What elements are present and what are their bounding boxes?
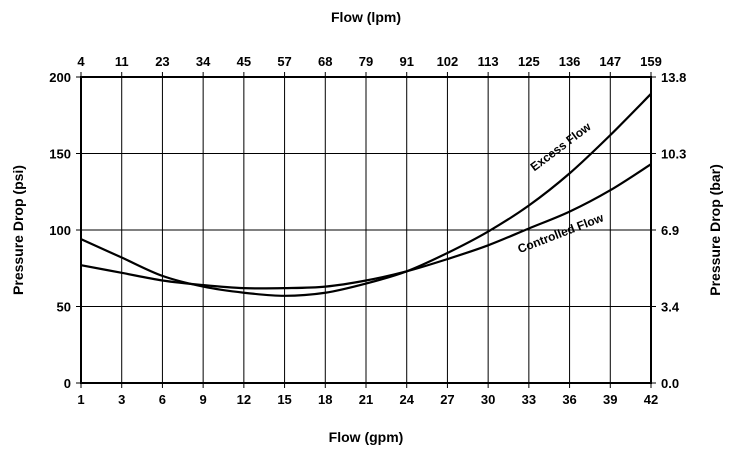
right-y-tick-label: 13.8 [661, 70, 686, 85]
y-tick-label: 100 [49, 223, 71, 238]
x-tick-label: 15 [277, 392, 291, 407]
x-tick-label: 3 [118, 392, 125, 407]
x-tick-label: 1 [77, 392, 84, 407]
x-tick-label: 9 [200, 392, 207, 407]
controlled-flow-curve [80, 163, 652, 290]
excess-flow-curve [80, 93, 652, 297]
x-tick-label: 33 [522, 392, 536, 407]
right-y-tick-label: 3.4 [661, 300, 680, 315]
right-y-tick-label: 6.9 [661, 223, 679, 238]
right-y-tick-label: 10.3 [661, 147, 686, 162]
x-tick-label: 42 [644, 392, 658, 407]
x-tick-label: 18 [318, 392, 332, 407]
top-x-tick-label: 68 [318, 54, 332, 69]
top-x-tick-label: 34 [196, 54, 211, 69]
top-x-tick-label: 113 [478, 54, 499, 69]
top-x-tick-label: 91 [399, 54, 413, 69]
top-x-tick-label: 136 [559, 54, 581, 69]
plot-area-frame [80, 76, 652, 384]
left-y-axis-title: Pressure Drop (psi) [10, 165, 26, 295]
top-x-tick-label: 23 [155, 54, 169, 69]
x-tick-label: 36 [562, 392, 576, 407]
x-tick-label: 21 [359, 392, 373, 407]
series-layer [80, 93, 652, 297]
x-tick-label: 30 [481, 392, 495, 407]
top-x-tick-label: 147 [599, 54, 621, 69]
y-tick-label: 50 [57, 300, 71, 315]
top-x-tick-label: 57 [277, 54, 291, 69]
right-y-axis-title: Pressure Drop (bar) [707, 164, 723, 295]
tick-labels: 1 4 3 11 6 23 9 34 12 45 15 57 18 68 21 79 24 91 27 102 30 11… [49, 54, 686, 407]
x-tick-label: 12 [237, 392, 251, 407]
bottom-x-axis-title: Flow (gpm) [329, 429, 404, 445]
x-tick-label: 24 [399, 392, 414, 407]
top-x-tick-label: 125 [518, 54, 540, 69]
y-tick-label: 150 [49, 147, 71, 162]
top-x-tick-label: 79 [359, 54, 373, 69]
x-tick-label: 27 [440, 392, 454, 407]
right-y-tick-label: 0.0 [661, 376, 679, 391]
y-tick-label: 0 [64, 376, 71, 391]
top-x-tick-label: 45 [237, 54, 251, 69]
top-x-tick-label: 4 [77, 54, 85, 69]
top-x-tick-label: 159 [640, 54, 662, 69]
top-x-tick-label: 11 [115, 54, 129, 69]
top-x-axis-title: Flow (lpm) [331, 9, 401, 25]
excess-flow-curve-label: Excess Flow [528, 119, 594, 174]
top-x-tick-label: 102 [437, 54, 459, 69]
y-tick-label: 200 [49, 70, 71, 85]
x-tick-label: 39 [603, 392, 617, 407]
x-tick-label: 6 [159, 392, 166, 407]
